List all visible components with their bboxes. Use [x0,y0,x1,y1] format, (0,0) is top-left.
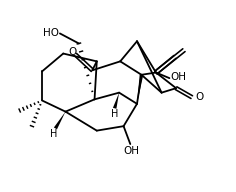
Text: HO: HO [42,28,59,38]
Text: O: O [195,92,204,102]
Text: OH: OH [171,72,187,82]
Text: H: H [50,129,57,139]
Polygon shape [113,93,119,109]
Text: H: H [110,109,118,119]
Text: OH: OH [123,146,139,156]
Polygon shape [137,74,143,104]
Text: O: O [68,47,76,57]
Polygon shape [54,112,66,129]
